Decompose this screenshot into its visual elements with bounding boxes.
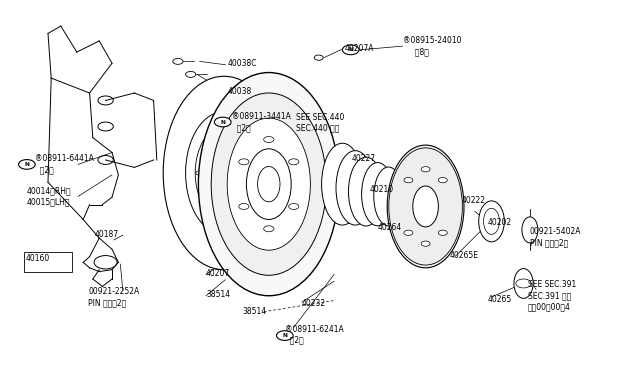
Text: 40232: 40232 bbox=[302, 299, 326, 308]
Text: N: N bbox=[24, 162, 29, 167]
Text: N: N bbox=[348, 47, 353, 52]
Text: ®08911-6441A
  （2）: ®08911-6441A （2） bbox=[35, 154, 94, 174]
Text: 40264: 40264 bbox=[378, 223, 402, 232]
Ellipse shape bbox=[389, 148, 463, 265]
Circle shape bbox=[342, 45, 359, 55]
Circle shape bbox=[421, 241, 430, 246]
Ellipse shape bbox=[198, 73, 339, 296]
Ellipse shape bbox=[211, 93, 326, 275]
Text: N: N bbox=[220, 119, 225, 125]
Circle shape bbox=[214, 117, 231, 127]
Text: 40222: 40222 bbox=[462, 196, 486, 205]
Circle shape bbox=[19, 160, 35, 169]
Text: 40038: 40038 bbox=[227, 87, 252, 96]
Ellipse shape bbox=[336, 151, 374, 225]
Ellipse shape bbox=[227, 118, 310, 250]
Ellipse shape bbox=[374, 167, 403, 226]
Text: ®08915-24010
     （8）: ®08915-24010 （8） bbox=[403, 36, 461, 56]
Text: ®08911-6241A
  （2）: ®08911-6241A （2） bbox=[285, 325, 344, 345]
Text: 00921-2252A
PIN ピン（2）: 00921-2252A PIN ピン（2） bbox=[88, 287, 140, 307]
Circle shape bbox=[276, 331, 293, 340]
Ellipse shape bbox=[522, 217, 538, 243]
Circle shape bbox=[438, 230, 447, 235]
Circle shape bbox=[239, 203, 249, 209]
Text: SEE SEC.440
SEC.440 参照: SEE SEC.440 SEC.440 参照 bbox=[296, 113, 344, 133]
Ellipse shape bbox=[413, 186, 438, 227]
Text: 40207: 40207 bbox=[206, 269, 230, 278]
Text: 40227: 40227 bbox=[352, 154, 376, 163]
Text: SEE SEC.391
SEC.391 参照
＆・00＊00＇4: SEE SEC.391 SEC.391 参照 ＆・00＊00＇4 bbox=[528, 280, 576, 311]
Text: 40202: 40202 bbox=[488, 218, 512, 227]
Ellipse shape bbox=[479, 201, 504, 242]
Circle shape bbox=[289, 159, 299, 165]
Text: N: N bbox=[282, 333, 287, 338]
Ellipse shape bbox=[246, 149, 291, 219]
Text: 40210: 40210 bbox=[370, 185, 394, 194]
Text: ®08911-3441A
  （2）: ®08911-3441A （2） bbox=[232, 112, 291, 132]
Circle shape bbox=[404, 230, 413, 235]
Ellipse shape bbox=[484, 208, 499, 234]
Text: 40187: 40187 bbox=[95, 230, 119, 239]
Text: 00921-5402A
PIN ピン（2）: 00921-5402A PIN ピン（2） bbox=[530, 227, 581, 247]
Text: 40038C: 40038C bbox=[227, 60, 257, 68]
Text: 40014（RH）
40015（LH）: 40014（RH） 40015（LH） bbox=[27, 186, 72, 206]
Ellipse shape bbox=[387, 145, 464, 268]
Ellipse shape bbox=[514, 269, 533, 298]
Text: 40160: 40160 bbox=[26, 254, 50, 263]
Ellipse shape bbox=[348, 157, 384, 226]
Circle shape bbox=[404, 177, 413, 183]
Text: 40265E: 40265E bbox=[449, 251, 478, 260]
Ellipse shape bbox=[163, 76, 285, 270]
Circle shape bbox=[289, 203, 299, 209]
Circle shape bbox=[264, 226, 274, 232]
Circle shape bbox=[438, 177, 447, 183]
Ellipse shape bbox=[322, 143, 364, 225]
Text: 40265: 40265 bbox=[488, 295, 512, 304]
Text: 40207A: 40207A bbox=[344, 44, 374, 53]
Circle shape bbox=[239, 159, 249, 165]
Text: 38514: 38514 bbox=[206, 290, 230, 299]
Text: 38514: 38514 bbox=[242, 307, 266, 316]
Ellipse shape bbox=[362, 163, 394, 226]
Circle shape bbox=[264, 137, 274, 142]
Ellipse shape bbox=[258, 167, 280, 202]
Circle shape bbox=[421, 167, 430, 172]
